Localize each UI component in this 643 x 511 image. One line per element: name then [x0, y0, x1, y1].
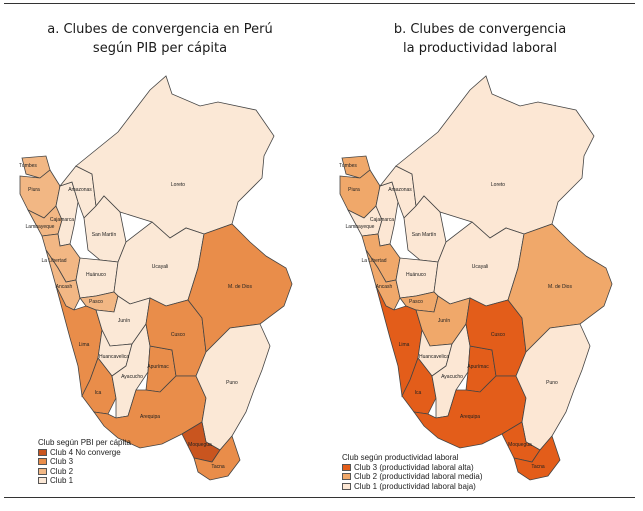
label-puno: Puno — [226, 380, 238, 386]
panel-a-title: a. Clubes de convergencia en Perú según … — [0, 20, 320, 58]
panel-a-title-line2: según PIB per cápita — [92, 41, 228, 56]
label-junin: Junín — [118, 318, 130, 324]
label-pasco: Pasco — [89, 299, 103, 305]
label-san-martin: San Martín — [412, 232, 437, 238]
label-la-libertad: La Libertad — [41, 258, 66, 264]
label-moquegua: Moquegua — [508, 442, 532, 448]
map-panel-a: a. Clubes de convergencia en Perú según … — [0, 6, 320, 494]
legend-title: Club según PBI per cápita — [38, 438, 131, 447]
legend-label: Club 3 (productividad laboral alta) — [354, 462, 474, 472]
label-ucayali: Ucayali — [152, 264, 168, 270]
legend-label: Club 1 (productividad laboral baja) — [354, 481, 476, 491]
label-ancash: Ancash — [56, 284, 73, 290]
legend-swatch — [342, 482, 351, 490]
label-loreto: Loreto — [491, 182, 505, 188]
legend-label: Club 2 (productividad laboral media) — [354, 472, 483, 481]
label-huancavelica: Huancavelica — [419, 354, 449, 360]
legend-a: Club según PBI per cápita Club 4 No conve… — [38, 438, 131, 486]
legend-swatch — [38, 458, 47, 466]
map-panel-b: b. Clubes de convergencia la productivid… — [320, 6, 640, 494]
label-moquegua: Moquegua — [188, 442, 212, 448]
label-cajamarca: Cajamarca — [370, 217, 394, 223]
label-cusco: Cusco — [491, 332, 505, 338]
label-ica: Ica — [95, 390, 102, 396]
label-ica: Ica — [415, 390, 422, 396]
legend-b: Club según productividad laboral Club 3 (… — [342, 453, 483, 491]
legend-label: Club 4 No converge — [50, 447, 121, 457]
label-apurimac: Apurímac — [147, 364, 169, 370]
label-ayacucho: Ayacucho — [441, 374, 463, 380]
label-cajamarca: Cajamarca — [50, 217, 74, 223]
legend-swatch — [38, 448, 47, 456]
label-la-libertad: La Libertad — [361, 258, 386, 264]
frame-bottom-rule — [4, 497, 635, 498]
label-cusco: Cusco — [171, 332, 185, 338]
label-lima: Lima — [399, 342, 410, 348]
label-huanuco: Huánuco — [406, 272, 426, 278]
legend-item: Club 4 No converge — [38, 448, 131, 458]
legend-swatch — [38, 477, 47, 485]
label-arequipa: Arequipa — [460, 414, 480, 420]
region-tacna — [513, 435, 561, 481]
label-tacna: Tacna — [211, 464, 225, 470]
legend-title: Club según productividad laboral — [342, 453, 459, 462]
legend-swatch — [342, 463, 351, 471]
legend-swatch — [342, 473, 351, 481]
label-loreto: Loreto — [171, 182, 185, 188]
legend-item: Club 2 (productividad laboral media) — [342, 472, 483, 482]
label-amazonas: Amazonas — [388, 187, 412, 193]
legend-item: Club 1 (productividad laboral baja) — [342, 482, 483, 492]
region-huanuco — [75, 257, 119, 299]
legend-item: Club 1 — [38, 476, 131, 486]
panel-b-title: b. Clubes de convergencia la productivid… — [320, 20, 640, 58]
label-madre-de-dios: M. de Dios — [228, 284, 252, 290]
region-huanuco — [395, 257, 439, 299]
legend-item: Club 3 — [38, 457, 131, 467]
label-ayacucho: Ayacucho — [121, 374, 143, 380]
legend-label: Club 3 — [50, 457, 74, 466]
legend-item: Club 3 (productividad laboral alta) — [342, 463, 483, 473]
label-arequipa: Arequipa — [140, 414, 160, 420]
label-huancavelica: Huancavelica — [99, 354, 129, 360]
legend-item: Club 2 — [38, 467, 131, 477]
panel-b-title-line1: b. Clubes de convergencia — [393, 22, 567, 37]
label-tumbes: Tumbes — [19, 163, 37, 169]
label-piura: Piura — [348, 187, 360, 193]
legend-label: Club 2 — [50, 466, 74, 476]
label-san-martin: San Martín — [92, 232, 117, 238]
label-junin: Junín — [438, 318, 450, 324]
label-piura: Piura — [28, 187, 40, 193]
label-pasco: Pasco — [409, 299, 423, 305]
legend-label: Club 1 — [50, 476, 74, 485]
legend-swatch — [38, 467, 47, 475]
frame-top-rule — [4, 3, 635, 4]
label-ancash: Ancash — [376, 284, 393, 290]
label-apurimac: Apurímac — [467, 364, 489, 370]
label-lambayeque: Lambayeque — [26, 224, 55, 230]
region-tacna — [193, 435, 241, 481]
label-lambayeque: Lambayeque — [346, 224, 375, 230]
panel-a-title-line1: a. Clubes de convergencia en Perú — [47, 22, 273, 37]
label-huanuco: Huánuco — [86, 272, 106, 278]
label-ucayali: Ucayali — [472, 264, 488, 270]
label-lima: Lima — [79, 342, 90, 348]
label-tacna: Tacna — [531, 464, 545, 470]
label-amazonas: Amazonas — [68, 187, 92, 193]
label-madre-de-dios: M. de Dios — [548, 284, 572, 290]
label-puno: Puno — [546, 380, 558, 386]
panel-b-title-line2: la productividad laboral — [403, 41, 557, 56]
label-tumbes: Tumbes — [339, 163, 357, 169]
